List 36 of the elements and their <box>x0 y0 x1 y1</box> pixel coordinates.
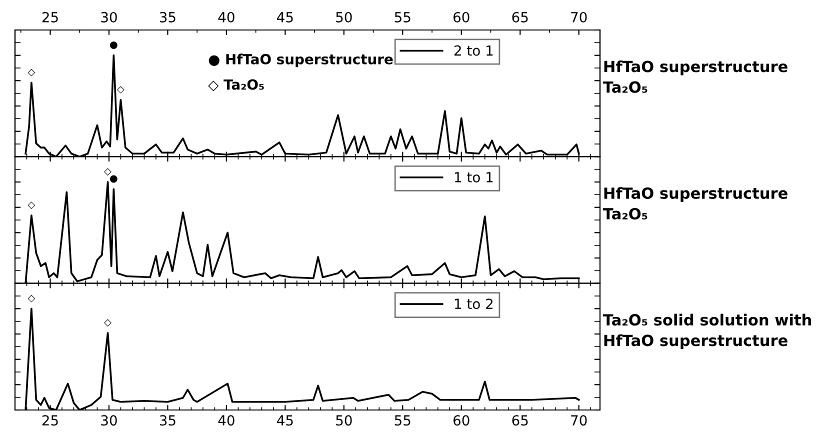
x-tick-label: 50 <box>336 415 352 426</box>
x-tick-label: 35 <box>160 415 176 426</box>
legend-label: 1 to 1 <box>454 172 493 182</box>
x2-tick-label: 35 <box>160 12 176 22</box>
x-tick-label: 40 <box>218 415 234 426</box>
annotation: ◇ <box>28 294 36 302</box>
legend-label: 1 to 2 <box>454 298 493 310</box>
x2-tick-label: 60 <box>454 12 470 22</box>
x-tick-label: 60 <box>454 415 470 426</box>
text: HfTaO superstructure Ta₂O₅ <box>603 187 788 220</box>
x-tick-label: 70 <box>571 415 587 426</box>
annotation: ◇ <box>28 202 36 210</box>
annotation: ◇ <box>104 168 112 176</box>
annotation: ● <box>110 175 118 183</box>
x-tick-label: 25 <box>42 415 58 426</box>
legend-label: 2 to 1 <box>454 45 493 56</box>
x2-tick-label: 50 <box>336 12 352 22</box>
x-tick-label: 65 <box>512 415 528 426</box>
x2-tick-label: 30 <box>101 12 117 22</box>
x2-tick-label: 70 <box>571 12 587 22</box>
x2-tick-label: 45 <box>277 12 293 22</box>
annotation: ◇ <box>117 86 124 94</box>
annotation: ● <box>110 42 118 49</box>
x-tick-label: 55 <box>394 415 410 426</box>
annotation: ◇ <box>104 319 112 327</box>
x-tick-label: 30 <box>101 415 117 426</box>
x2-tick-label: 40 <box>218 12 234 22</box>
x2-tick-label: 25 <box>42 12 58 22</box>
annotation: ◇ Ta₂O₅ <box>208 79 264 92</box>
x2-tick-label: 65 <box>512 12 528 22</box>
annotation: ◇ <box>28 68 36 76</box>
annotation: ● HfTaO superstructure <box>208 54 393 68</box>
x-tick-label: 45 <box>277 415 293 426</box>
x2-tick-label: 55 <box>394 12 410 22</box>
text: Ta₂O₅ solid solution with HfTaO superstructure <box>603 314 811 350</box>
text: HfTaO superstructure Ta₂O₅ <box>603 60 788 93</box>
